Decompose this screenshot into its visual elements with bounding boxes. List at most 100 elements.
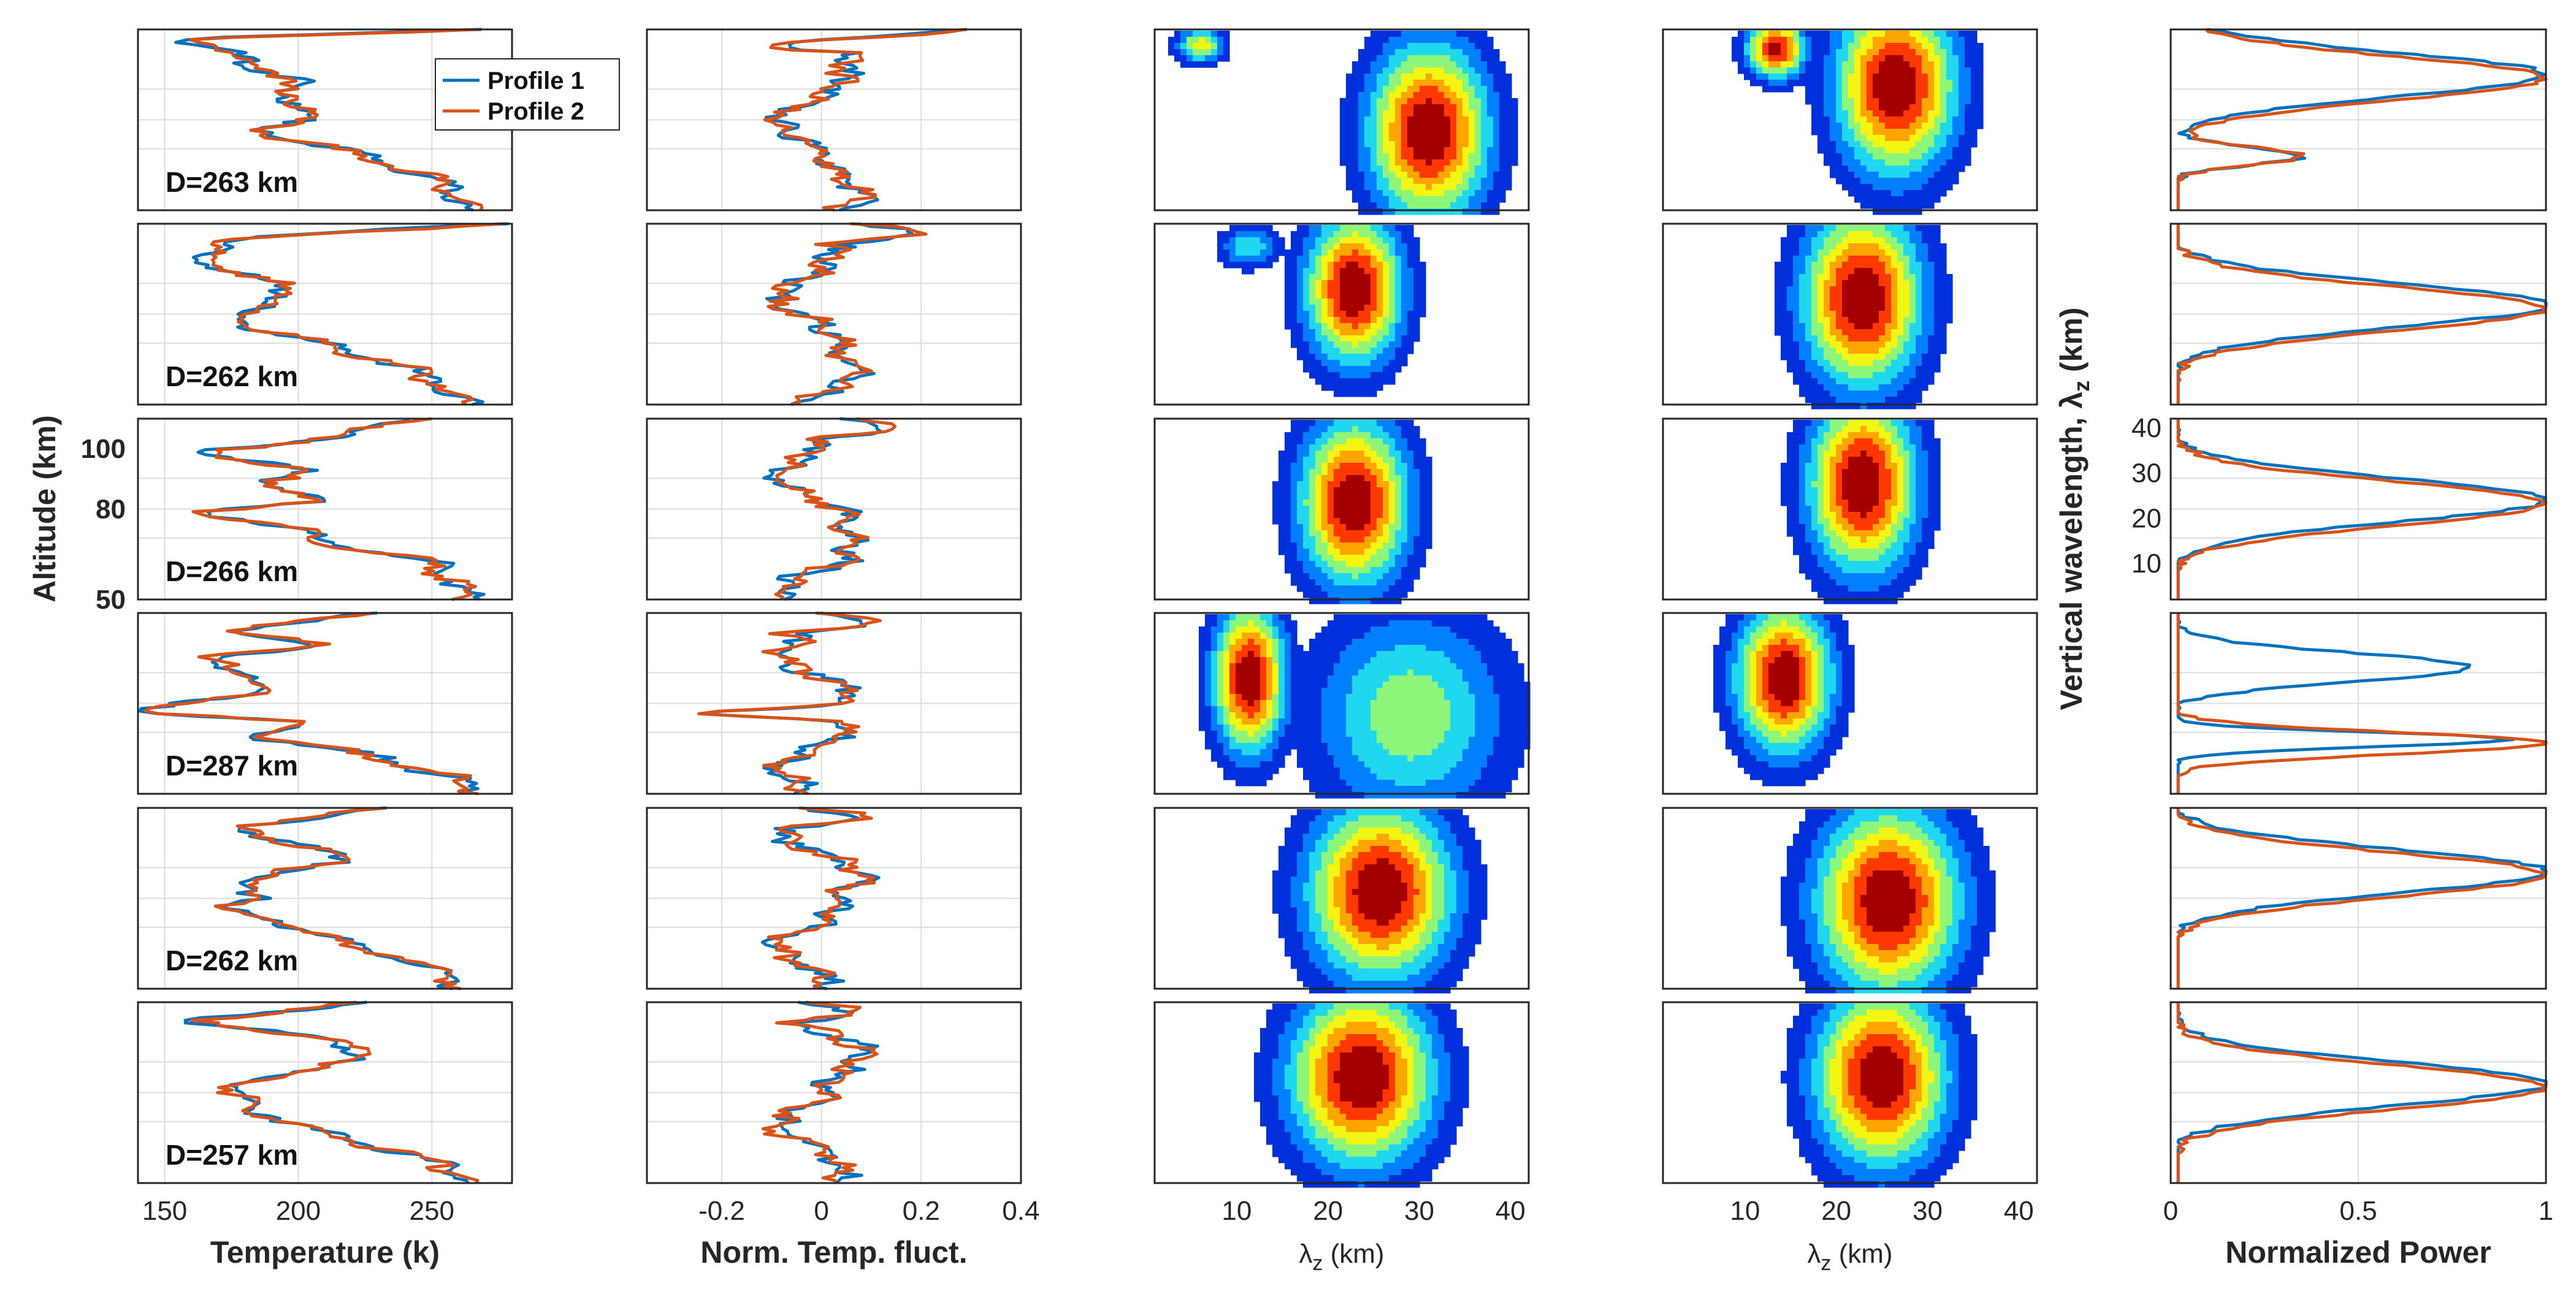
heatmap-cell <box>1346 688 1353 695</box>
heatmap-cell <box>1383 280 1389 287</box>
heatmap-cell <box>1432 37 1439 44</box>
heatmap-cell <box>1407 815 1414 822</box>
heatmap-cell <box>1334 731 1340 737</box>
heatmap-cell <box>1340 231 1347 238</box>
heatmap-cell <box>1413 858 1420 865</box>
heatmap-cell <box>1432 688 1439 695</box>
heatmap-cell <box>1321 1010 1328 1016</box>
heatmap-cell <box>1413 37 1420 44</box>
heatmap-cell <box>1334 682 1340 688</box>
heatmap-cell <box>1370 311 1377 318</box>
heatmap-cell <box>1456 1034 1463 1041</box>
heatmap-cell <box>1475 61 1481 68</box>
heatmap-cell <box>1358 639 1365 645</box>
heatmap-cell <box>1285 555 1291 561</box>
heatmap-cell <box>1321 341 1328 348</box>
heatmap-cell <box>1260 645 1267 652</box>
heatmap-cell <box>1389 420 1396 427</box>
heatmap-cell <box>1346 1016 1353 1022</box>
heatmap-cell <box>1285 895 1291 902</box>
heatmap-cell <box>1248 614 1255 621</box>
heatmap-cell <box>1413 975 1420 981</box>
heatmap-cell <box>1364 774 1371 780</box>
heatmap-cell <box>1438 61 1445 68</box>
heatmap-cell <box>1377 354 1383 360</box>
heatmap-cell <box>1223 737 1230 744</box>
heatmap-cell <box>1358 384 1365 391</box>
heatmap-cell <box>1315 317 1322 324</box>
heatmap-cell <box>1395 348 1402 354</box>
heatmap-cell <box>1352 348 1359 354</box>
heatmap-cell <box>1352 432 1359 439</box>
heatmap-cell <box>1512 749 1518 756</box>
heatmap-cell <box>1272 487 1279 494</box>
heatmap-cell <box>1499 767 1506 774</box>
heatmap-cell <box>1315 225 1322 232</box>
heatmap-cell <box>1426 633 1432 639</box>
heatmap-cell <box>1315 981 1322 988</box>
heatmap-cell <box>1285 506 1291 512</box>
heatmap-cell <box>1481 208 1488 215</box>
heatmap-cell <box>1223 669 1230 676</box>
heatmap-cell <box>1499 706 1506 713</box>
heatmap-cell <box>1407 864 1414 871</box>
heatmap-cell <box>1389 311 1396 318</box>
heatmap-cell <box>1389 809 1396 816</box>
heatmap-cell <box>1340 420 1347 427</box>
heatmap-cell <box>1229 749 1236 756</box>
heatmap-cell <box>1481 792 1488 799</box>
heatmap-cell <box>1291 852 1298 859</box>
heatmap-cell <box>1236 243 1242 250</box>
series-profile-2-line <box>763 28 966 212</box>
heatmap-cell <box>1420 43 1426 50</box>
heatmap-cell <box>1395 329 1402 336</box>
heatmap-cell <box>1420 1040 1426 1047</box>
heatmap-cell <box>1438 932 1445 938</box>
heatmap-cell <box>1389 469 1396 476</box>
heatmap-cell <box>1340 469 1347 476</box>
heatmap-cell <box>1340 451 1347 457</box>
heatmap-cell <box>1395 92 1402 99</box>
heatmap-cell <box>1389 123 1396 129</box>
heatmap-cell <box>1432 755 1439 762</box>
heatmap-cell <box>1364 426 1371 433</box>
heatmap-cell <box>1340 348 1347 354</box>
heatmap-cell <box>1260 231 1267 238</box>
heatmap-cell <box>1444 37 1451 44</box>
heatmap-cell <box>1358 86 1365 93</box>
heatmap-cell <box>1321 512 1328 519</box>
heatmap-cell <box>1352 792 1359 799</box>
heatmap-cell <box>1438 767 1445 774</box>
heatmap-cell <box>1395 907 1402 914</box>
heatmap-cell <box>1487 67 1494 74</box>
heatmap-cell <box>1321 274 1328 281</box>
heatmap-cell <box>1383 317 1389 324</box>
heatmap-cell <box>1346 901 1353 908</box>
heatmap-cell <box>1370 1034 1377 1041</box>
heatmap-cell <box>1358 962 1365 969</box>
heatmap-cell <box>1291 555 1298 561</box>
heatmap-cell <box>1364 975 1371 981</box>
heatmap-cell <box>1462 55 1469 62</box>
heatmap-cell <box>1475 755 1481 762</box>
heatmap-cell <box>1420 962 1426 969</box>
heatmap-cell <box>1456 755 1463 762</box>
heatmap-cell <box>1413 786 1420 793</box>
heatmap-cell <box>1462 834 1469 840</box>
panel-c3-r5 <box>1153 807 1530 994</box>
heatmap-cell <box>1309 420 1316 427</box>
heatmap-cell <box>1426 86 1432 93</box>
heatmap-cell <box>1456 61 1463 68</box>
heatmap-cell <box>1236 700 1242 707</box>
heatmap-cell <box>1493 725 1500 731</box>
heatmap-cell <box>1432 645 1439 652</box>
heatmap-cell <box>1505 755 1512 762</box>
heatmap-cell <box>1444 926 1451 932</box>
heatmap-cell <box>1291 669 1298 676</box>
heatmap-cell <box>1297 926 1304 932</box>
heatmap-cell <box>1383 469 1389 476</box>
heatmap-cell <box>1242 749 1248 756</box>
heatmap-cell <box>1456 858 1463 865</box>
heatmap-cell <box>1487 626 1494 633</box>
heatmap-cell <box>1358 706 1365 713</box>
